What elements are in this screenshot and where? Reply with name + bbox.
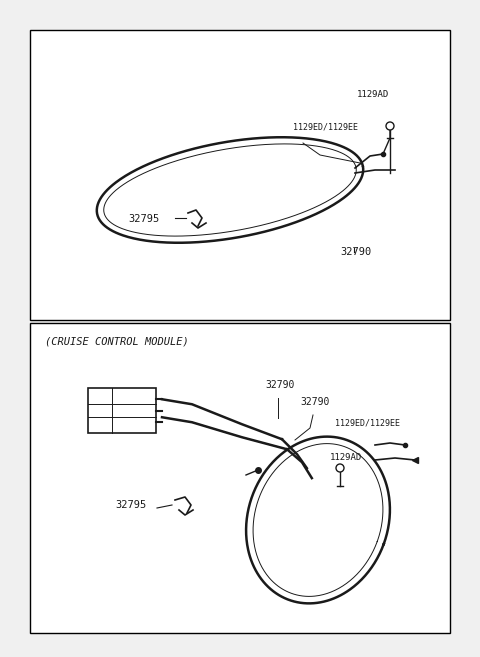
Text: 1129AD: 1129AD [330, 453, 362, 462]
Text: (CRUISE CONTROL MODULE): (CRUISE CONTROL MODULE) [45, 337, 189, 347]
Text: 32795: 32795 [115, 500, 146, 510]
Text: 1129ED/1129EE: 1129ED/1129EE [293, 122, 358, 131]
Bar [30, 323, 450, 633]
Text: 32795: 32795 [128, 214, 159, 224]
Circle shape [336, 464, 344, 472]
Bar [30, 30, 450, 320]
Text: 32790: 32790 [265, 380, 294, 390]
Circle shape [386, 122, 394, 130]
Text: 1129AD: 1129AD [357, 90, 389, 99]
Bar [88, 388, 156, 433]
Text: 32790: 32790 [300, 397, 329, 407]
Text: 32790: 32790 [340, 247, 371, 257]
Text: 1129ED/1129EE: 1129ED/1129EE [335, 418, 400, 427]
